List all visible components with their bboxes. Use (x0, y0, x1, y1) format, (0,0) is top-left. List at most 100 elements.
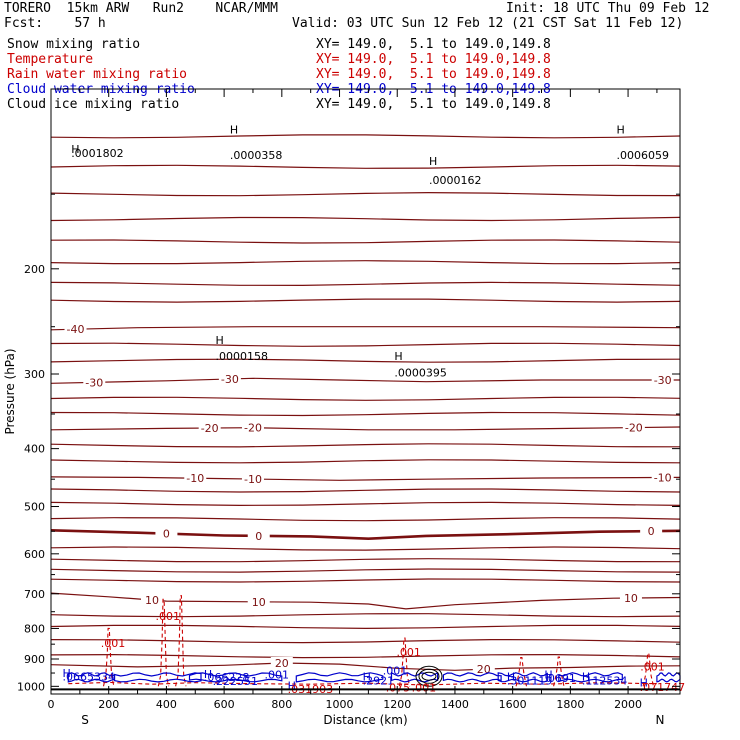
y-tick-label: 900 (24, 653, 45, 666)
temperature-contour (50, 396, 681, 401)
temperature-contour-label: -20 (625, 422, 643, 435)
temperature-contour-label: -20 (201, 422, 219, 435)
title-left: TORERO 15km ARW Run2 NCAR/MMM (4, 1, 278, 16)
x-tick-label: 600 (214, 698, 235, 711)
x-tick-label: 1000 (326, 698, 354, 711)
contour-label-bg (622, 421, 645, 434)
temperature-contour (50, 443, 681, 448)
contour-label-bg (247, 595, 270, 608)
y-tick-label: 200 (24, 263, 45, 276)
x-axis-label: Distance (km) (323, 713, 407, 727)
temperature-contour (50, 134, 681, 139)
contour-label-bg (619, 592, 642, 605)
temperature-contour (50, 342, 681, 347)
cloud-water-contour (442, 672, 502, 683)
maximum-marker: H (429, 155, 437, 168)
rain-water-contour (175, 595, 187, 687)
contour-label-bg (651, 471, 674, 484)
contour-label-bg (651, 373, 674, 386)
maximum-marker: H (363, 670, 371, 683)
temperature-contour-20 (50, 662, 681, 671)
x-tick-label: 800 (271, 698, 292, 711)
legend-field-name: Snow mixing ratio (7, 37, 141, 52)
legend-field-coords: XY= 149.0, 5.1 to 149.0,149.8 (316, 67, 551, 82)
temperature-contour (50, 638, 681, 644)
temperature-contour (50, 501, 681, 507)
temperature-contour-label: 20 (275, 657, 289, 670)
south-endpoint-label: S (81, 713, 89, 727)
contour-label-bg (241, 421, 264, 434)
temperature-contour (50, 191, 681, 197)
rain-water-contour (157, 598, 170, 687)
y-axis-label: Pressure (hPa) (3, 348, 17, 434)
maximum-marker: H (230, 124, 238, 137)
contour-label-bg (83, 376, 106, 389)
temperature-contour (50, 459, 681, 464)
maximum-value-label: .0000158 (215, 350, 268, 363)
maximum-value-label: .0691 (544, 672, 576, 685)
maximum-value-label: .0000358 (230, 149, 282, 162)
y-tick-label: 500 (24, 501, 45, 514)
contour-label-bg (472, 663, 495, 676)
cloud-water-max-ring (415, 665, 443, 687)
temperature-contour-label: 10 (145, 594, 159, 607)
init-time: Init: 18 UTC Thu 09 Feb 12 (506, 1, 710, 16)
temperature-contour (50, 239, 681, 244)
x-tick-label: 0 (48, 698, 55, 711)
maximum-marker: H (63, 667, 71, 680)
temperature-contour-label: -10 (244, 473, 262, 486)
maximum-value-label: .071747 (640, 681, 686, 694)
temperature-contour (50, 558, 681, 563)
maximum-marker: H (582, 670, 590, 683)
maximum-value-label: .066228 (204, 671, 250, 684)
temperature-contour (50, 216, 681, 222)
temperature-contour--40 (50, 326, 681, 331)
maximum-marker: H (394, 350, 402, 363)
maximum-value-label: .2921 (363, 675, 395, 688)
legend-field-coords: XY= 149.0, 5.1 to 149.0,149.8 (316, 97, 551, 112)
cloud-water-contour (558, 672, 623, 683)
temperature-contour (50, 613, 681, 618)
temperature-contour-label: 0 (648, 525, 655, 538)
maximum-value-label: .0000162 (429, 174, 482, 187)
x-tick-label: 1200 (383, 698, 411, 711)
temperature-contour (50, 281, 681, 287)
temperature-contour-label: -30 (85, 376, 103, 389)
contour-label-bg (155, 527, 178, 540)
cloud-water-contour (295, 672, 384, 683)
temperature-contour (50, 260, 681, 265)
temperature-contour-label: 0 (255, 530, 262, 543)
maximum-value-label: .0001802 (71, 147, 124, 160)
maximum-value-label: .222551 (213, 675, 259, 688)
contour-label-bg (241, 473, 264, 486)
x-tick-label: 400 (156, 698, 177, 711)
maximum-value-label: .001 (412, 682, 437, 695)
rain-water-label: .001 (640, 660, 665, 673)
temperature-contour-label: -30 (654, 374, 672, 387)
maximum-value-label: .001 (265, 669, 290, 682)
cloud-water-max-ring (418, 668, 440, 684)
y-tick-label: 800 (24, 622, 45, 635)
temperature-contour (50, 578, 681, 583)
temperature-contour (50, 164, 681, 169)
north-endpoint-label: N (656, 713, 665, 727)
rain-water-contour (553, 656, 565, 687)
temperature-contour (50, 624, 681, 630)
maximum-value-label: .001 (383, 665, 408, 678)
maximum-marker: H (507, 670, 515, 683)
temperature-contour--20 (50, 426, 681, 431)
y-tick-label: 1000 (17, 680, 45, 693)
temperature-contour (50, 653, 681, 659)
temperature-contour-label: 10 (624, 592, 638, 605)
maximum-value-label: .0665334 (63, 671, 116, 684)
temperature-contour-label: -40 (67, 323, 85, 336)
legend-field-name: Temperature (7, 52, 94, 67)
contour-label-bg (64, 323, 87, 336)
plot-frame (50, 88, 681, 695)
temperature-contour-label: 0 (163, 528, 170, 541)
y-tick-label: 700 (24, 588, 45, 601)
y-tick-label: 600 (24, 548, 45, 561)
cloud-water-max-ring (421, 671, 437, 681)
legend-field-name: Cloud ice mixing ratio (7, 97, 180, 112)
